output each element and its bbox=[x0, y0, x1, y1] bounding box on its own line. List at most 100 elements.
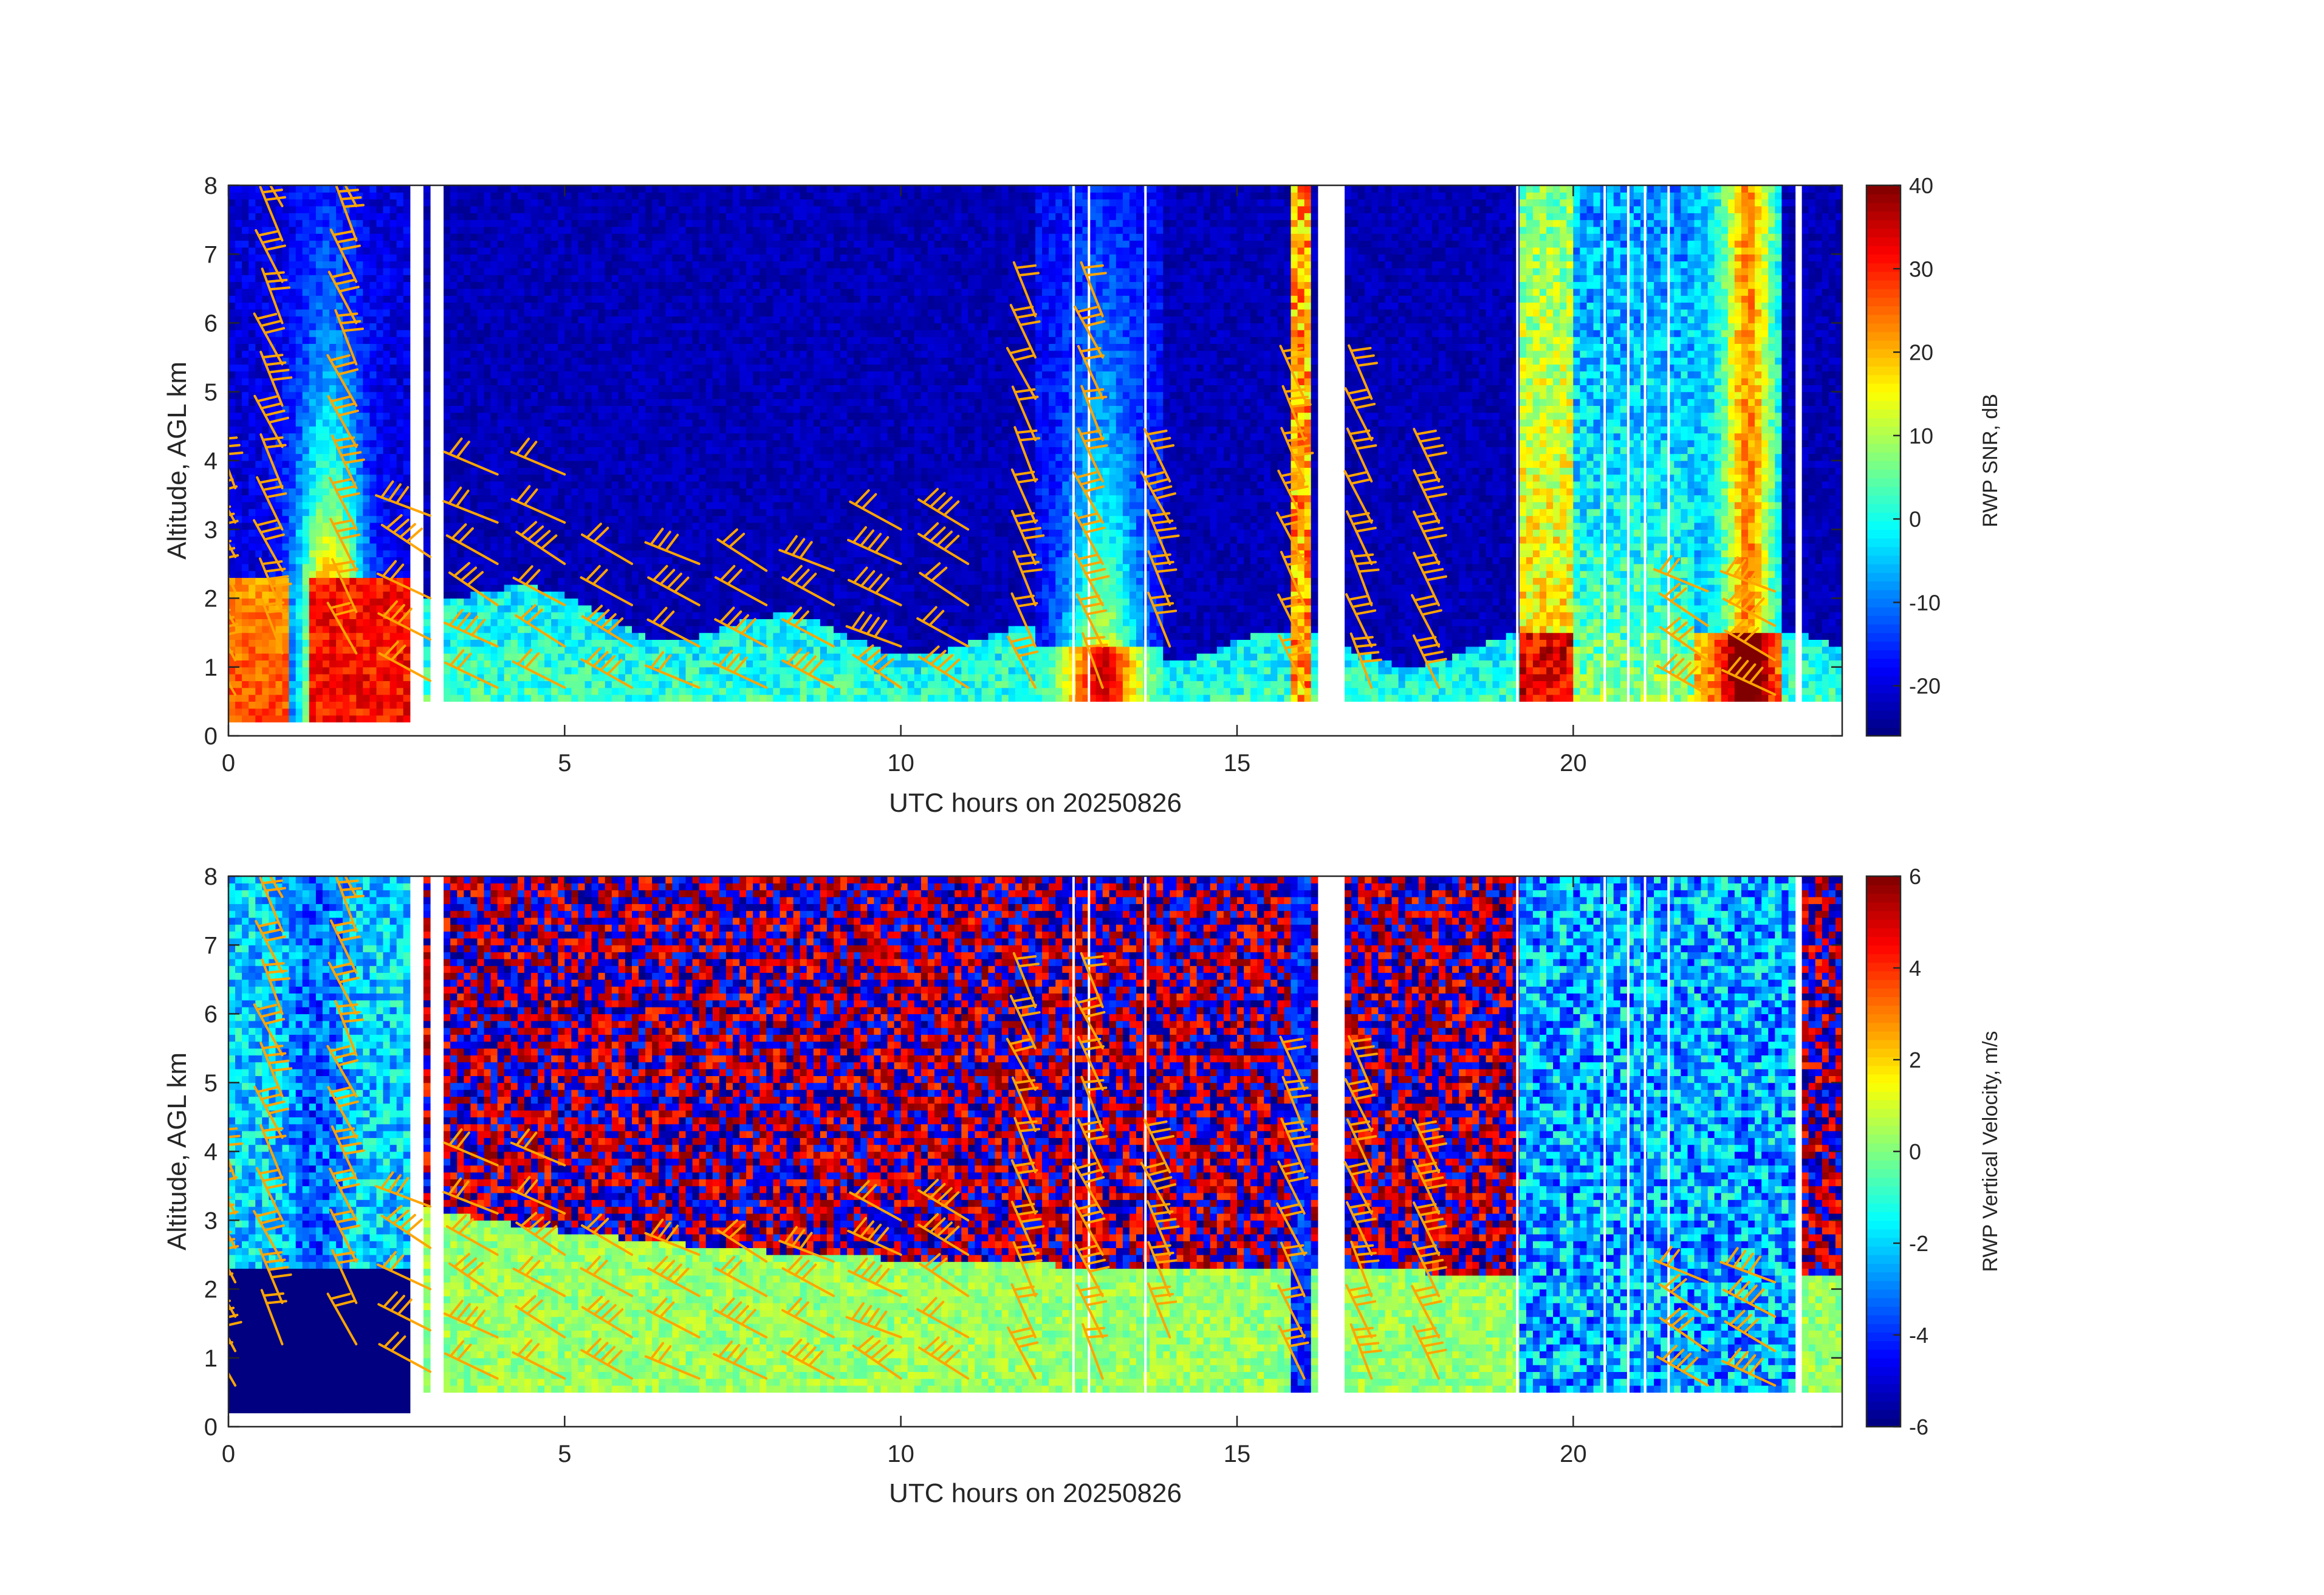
heatmap-cell bbox=[289, 206, 296, 213]
heatmap-cell bbox=[591, 584, 599, 592]
heatmap-cell bbox=[235, 275, 242, 283]
heatmap-cell bbox=[444, 598, 451, 606]
heatmap-cell bbox=[255, 405, 262, 413]
heatmap-cell bbox=[269, 639, 276, 647]
heatmap-cell bbox=[531, 660, 538, 668]
heatmap-cell bbox=[484, 233, 492, 241]
heatmap-cell bbox=[383, 219, 391, 227]
heatmap-cell bbox=[571, 233, 579, 241]
heatmap-cell bbox=[625, 378, 632, 385]
heatmap-cell bbox=[591, 557, 599, 564]
heatmap-cell bbox=[289, 247, 296, 255]
heatmap-cell bbox=[652, 598, 659, 606]
heatmap-cell bbox=[336, 633, 343, 640]
heatmap-cell bbox=[564, 488, 572, 496]
heatmap-cell bbox=[470, 233, 478, 241]
heatmap-cell bbox=[302, 199, 310, 207]
heatmap-cell bbox=[598, 378, 606, 385]
heatmap-cell bbox=[282, 391, 290, 399]
heatmap-cell bbox=[322, 453, 330, 461]
heatmap-cell bbox=[517, 660, 525, 668]
heatmap-cell bbox=[423, 495, 431, 503]
heatmap-cell bbox=[538, 495, 545, 503]
heatmap-cell bbox=[255, 681, 262, 688]
heatmap-cell bbox=[524, 219, 532, 227]
heatmap-cell bbox=[618, 419, 626, 427]
heatmap-cell bbox=[450, 371, 458, 379]
heatmap-cell bbox=[652, 501, 659, 509]
heatmap-cell bbox=[679, 653, 687, 660]
heatmap-cell bbox=[477, 667, 485, 674]
heatmap-cell bbox=[470, 563, 478, 571]
heatmap-cell bbox=[685, 571, 693, 578]
heatmap-cell bbox=[632, 695, 639, 702]
heatmap-cell bbox=[383, 605, 391, 612]
heatmap-cell bbox=[484, 653, 492, 660]
heatmap-cell bbox=[645, 529, 653, 537]
heatmap-cell bbox=[235, 364, 242, 372]
heatmap-cell bbox=[665, 316, 673, 324]
heatmap-cell bbox=[558, 185, 565, 193]
heatmap-cell bbox=[611, 213, 619, 221]
heatmap-cell bbox=[269, 571, 276, 578]
heatmap-cell bbox=[315, 440, 323, 447]
heatmap-cell bbox=[524, 667, 532, 674]
heatmap-cell bbox=[685, 584, 693, 592]
heatmap-cell bbox=[255, 674, 262, 681]
heatmap-cell bbox=[524, 267, 532, 275]
heatmap-cell bbox=[295, 288, 303, 296]
heatmap-cell bbox=[309, 447, 317, 454]
heatmap-cell bbox=[249, 474, 256, 482]
heatmap-cell bbox=[289, 226, 296, 234]
heatmap-cell bbox=[639, 646, 646, 654]
heatmap-cell bbox=[564, 681, 572, 688]
heatmap-cell bbox=[679, 467, 687, 475]
heatmap-cell bbox=[625, 563, 632, 571]
heatmap-cell bbox=[618, 206, 626, 213]
heatmap-cell bbox=[464, 219, 471, 227]
heatmap-cell bbox=[235, 185, 242, 193]
heatmap-cell bbox=[497, 646, 505, 654]
heatmap-cell bbox=[692, 577, 700, 585]
heatmap-cell bbox=[235, 433, 242, 441]
heatmap-cell bbox=[517, 653, 525, 660]
heatmap-cell bbox=[315, 453, 323, 461]
heatmap-cell bbox=[645, 343, 653, 351]
heatmap-cell bbox=[685, 391, 693, 399]
heatmap-cell bbox=[665, 674, 673, 681]
heatmap-cell bbox=[349, 391, 357, 399]
heatmap-cell bbox=[289, 708, 296, 716]
heatmap-cell bbox=[544, 426, 552, 434]
heatmap-cell bbox=[611, 275, 619, 283]
heatmap-cell bbox=[349, 488, 357, 496]
heatmap-cell bbox=[403, 639, 411, 647]
heatmap-cell bbox=[510, 275, 518, 283]
heatmap-cell bbox=[470, 529, 478, 537]
heatmap-cell bbox=[591, 433, 599, 441]
heatmap-cell bbox=[584, 378, 592, 385]
heatmap-cell bbox=[322, 309, 330, 317]
heatmap-cell bbox=[309, 357, 317, 365]
heatmap-cell bbox=[457, 474, 464, 482]
heatmap-cell bbox=[571, 687, 579, 695]
heatmap-cell bbox=[632, 612, 639, 619]
heatmap-cell bbox=[490, 213, 498, 221]
heatmap-cell bbox=[356, 323, 363, 331]
heatmap-cell bbox=[679, 646, 687, 654]
heatmap-cell bbox=[336, 453, 343, 461]
heatmap-cell bbox=[679, 522, 687, 530]
heatmap-cell bbox=[315, 378, 323, 385]
heatmap-cell bbox=[652, 447, 659, 454]
heatmap-cell bbox=[517, 316, 525, 324]
heatmap-cell bbox=[383, 337, 391, 344]
heatmap-cell bbox=[618, 440, 626, 447]
heatmap-cell bbox=[423, 557, 431, 564]
heatmap-cell bbox=[665, 426, 673, 434]
heatmap-cell bbox=[262, 701, 269, 709]
heatmap-cell bbox=[275, 295, 283, 303]
heatmap-cell bbox=[464, 267, 471, 275]
heatmap-cell bbox=[275, 254, 283, 262]
heatmap-cell bbox=[315, 329, 323, 337]
heatmap-cell bbox=[356, 350, 363, 358]
heatmap-cell bbox=[497, 329, 505, 337]
